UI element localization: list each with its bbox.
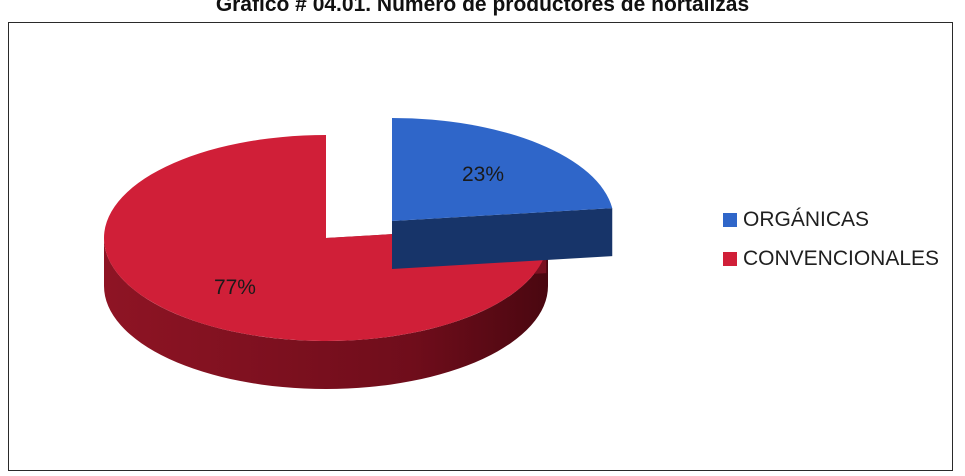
slice-side-convencionales <box>104 238 548 389</box>
legend-swatch-organicas <box>723 213 737 227</box>
legend-swatch-convencionales <box>723 252 737 266</box>
data-label-convencionales: 77% <box>214 276 256 299</box>
chart-title: Gráfico # 04.01. Número de productores d… <box>215 0 750 16</box>
chart-frame <box>8 22 953 471</box>
legend-label-convencionales: CONVENCIONALES <box>743 247 940 270</box>
slice-top-convencionales <box>104 135 549 341</box>
legend-label-organicas: ORGÁNICAS <box>743 208 870 231</box>
data-label-organicas: 23% <box>462 163 504 186</box>
pie-labels: 77% 23% <box>214 163 504 299</box>
slice-top-organicas <box>392 118 613 221</box>
slice-face-organicas-1 <box>392 208 613 269</box>
pie-slices <box>104 118 613 389</box>
legend-item-organicas: ORGÁNICAS <box>723 205 939 235</box>
legend-item-convencionales: CONVENCIONALES <box>723 244 939 274</box>
legend: ORGÁNICAS CONVENCIONALES <box>723 205 939 283</box>
